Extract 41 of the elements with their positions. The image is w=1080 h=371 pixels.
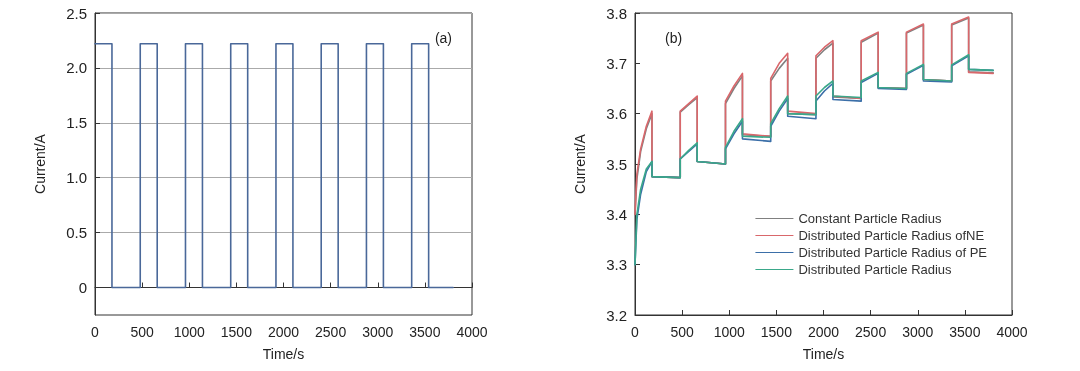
x-tick-label: 500 [670, 324, 695, 340]
x-axis-title: Time/s [802, 346, 845, 362]
y-tick-label: 3.5 [606, 155, 627, 173]
x-tick-label: 3000 [902, 324, 934, 340]
x-tick-label: 1500 [760, 324, 793, 340]
x-tick-label: 3500 [409, 324, 441, 340]
x-tick-label: 2000 [267, 324, 300, 340]
x-tick-label: 0 [91, 324, 100, 340]
x-tick-label: 2500 [315, 324, 347, 340]
legend-label: Distributed Particle Radius ofNE [798, 228, 985, 243]
x-tick-label: 3500 [949, 324, 981, 340]
y-axis-title: Current/A [572, 133, 588, 194]
x-tick-label: 500 [130, 324, 155, 340]
legend-label: Distributed Particle Radius of PE [798, 245, 988, 260]
y-tick-label: 3.4 [606, 205, 627, 223]
y-tick-label: 3.8 [606, 4, 627, 22]
x-tick-label: 1000 [173, 324, 206, 340]
y-axis-title: Current/A [32, 133, 48, 194]
x-tick-label: 0 [631, 324, 640, 340]
legend-label: Distributed Particle Radius [798, 262, 953, 277]
y-tick-label: 2.0 [66, 59, 87, 77]
annotation: (b) [665, 30, 683, 46]
y-tick-label: 1.0 [66, 169, 87, 187]
x-tick-label: 4000 [996, 324, 1028, 340]
x-axis-title: Time/s [262, 346, 305, 362]
x-tick-label: 3000 [362, 324, 394, 340]
y-tick-label: 3.6 [606, 105, 627, 123]
annotation: (a) [434, 30, 453, 46]
x-tick-label: 4000 [456, 324, 488, 340]
legend-label: Constant Particle Radius [798, 211, 942, 226]
y-tick-label: 3.7 [606, 54, 627, 72]
x-tick-label: 2000 [807, 324, 840, 340]
y-tick-label: 1.5 [66, 114, 87, 132]
y-tick-label: 0 [78, 279, 87, 297]
y-tick-label: 3.3 [606, 256, 627, 274]
y-tick-label: 0.5 [66, 224, 87, 242]
y-tick-label: 2.5 [66, 4, 87, 22]
x-tick-label: 1500 [220, 324, 253, 340]
x-tick-label: 2500 [855, 324, 887, 340]
y-tick-label: 3.2 [606, 306, 627, 324]
x-tick-label: 1000 [713, 324, 746, 340]
